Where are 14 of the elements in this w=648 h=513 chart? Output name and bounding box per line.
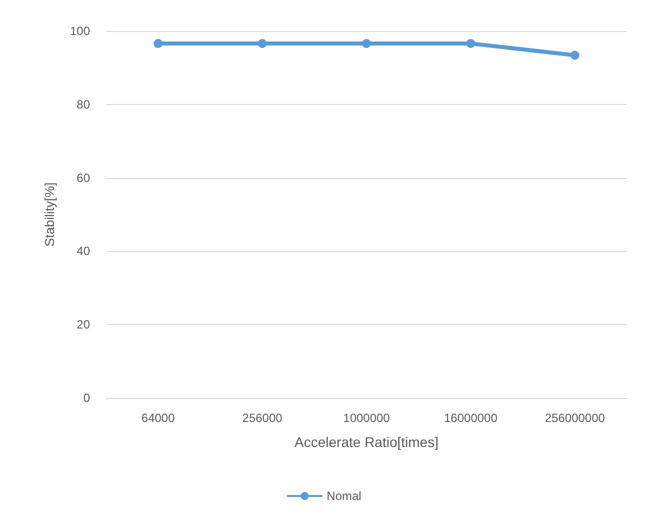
x-tick-label: 256000 (242, 411, 283, 425)
x-tick-label: 1000000 (343, 411, 390, 425)
y-tick-label: 60 (76, 170, 90, 185)
y-tick-label: 20 (76, 318, 90, 332)
x-axis-title: Accelerate Ratio[times] (294, 434, 438, 450)
legend-label: Nomal (326, 489, 362, 503)
x-tick-label: 16000000 (444, 411, 498, 425)
y-tick-label: 100 (70, 24, 90, 38)
y-tick-label: 0 (83, 391, 90, 405)
y-axis-title: Stability[%] (42, 182, 57, 247)
y-tick-label: 80 (76, 97, 90, 112)
y-tick-label: 40 (76, 244, 90, 258)
x-tick-label: 64000 (141, 411, 176, 425)
x-tick-label: 256000000 (544, 411, 606, 425)
